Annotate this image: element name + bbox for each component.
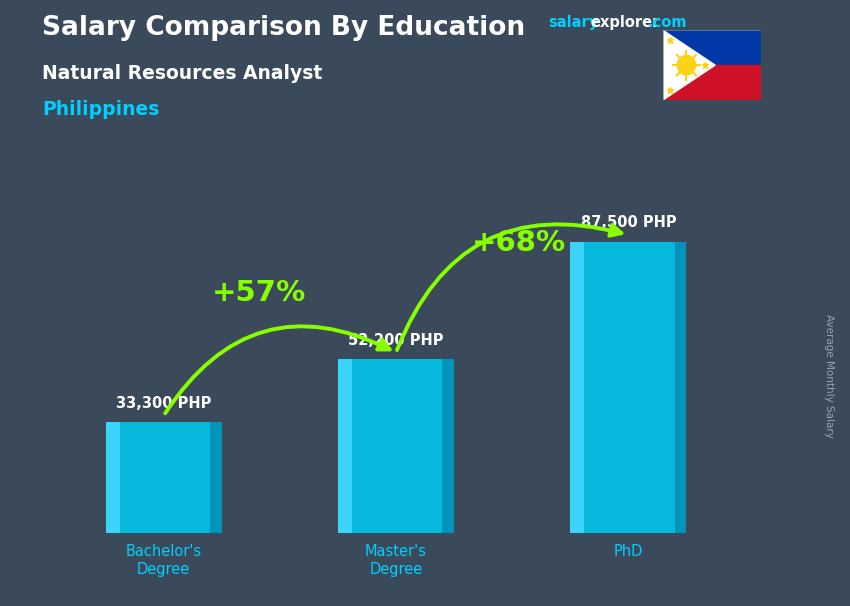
Circle shape	[677, 55, 695, 75]
Bar	[338, 359, 454, 533]
Text: Philippines: Philippines	[42, 100, 160, 119]
Bar	[570, 242, 584, 533]
Text: .com: .com	[648, 15, 687, 30]
Text: Average Monthly Salary: Average Monthly Salary	[824, 314, 834, 438]
Text: 87,500 PHP: 87,500 PHP	[581, 215, 676, 230]
Bar	[210, 422, 222, 533]
Text: Salary Comparison By Education: Salary Comparison By Education	[42, 15, 525, 41]
Bar	[663, 65, 761, 100]
Bar	[663, 30, 761, 65]
Polygon shape	[663, 30, 715, 100]
Text: Natural Resources Analyst: Natural Resources Analyst	[42, 64, 323, 82]
Text: salary: salary	[548, 15, 598, 30]
Bar	[443, 359, 454, 533]
Text: 52,200 PHP: 52,200 PHP	[348, 333, 444, 348]
Text: +57%: +57%	[212, 279, 307, 307]
Bar	[570, 242, 687, 533]
Bar	[105, 422, 120, 533]
Bar	[338, 359, 352, 533]
Bar	[675, 242, 687, 533]
Bar	[105, 422, 222, 533]
Text: +68%: +68%	[472, 229, 566, 258]
Text: 33,300 PHP: 33,300 PHP	[116, 396, 212, 411]
Text: explorer: explorer	[591, 15, 660, 30]
